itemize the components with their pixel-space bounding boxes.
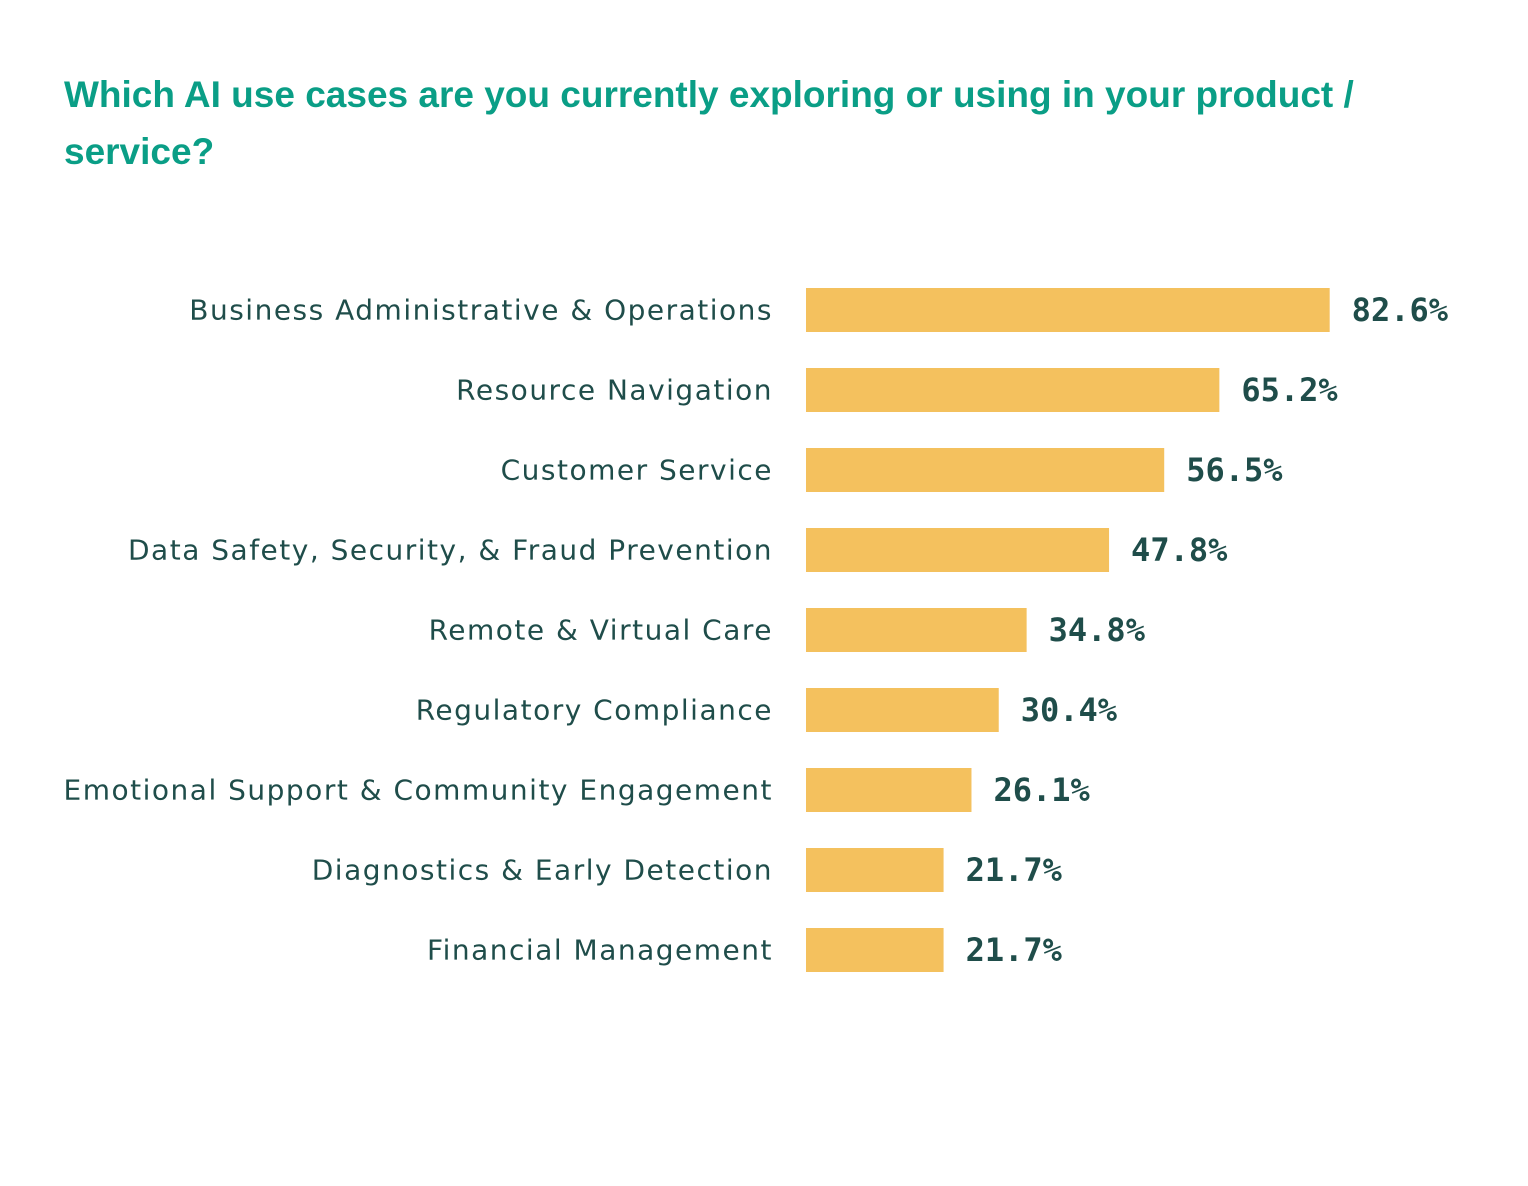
bar	[806, 848, 944, 892]
value-label: 34.8%	[1049, 611, 1146, 649]
category-label: Resource Navigation	[456, 374, 773, 407]
value-label: 56.5%	[1186, 451, 1283, 489]
bar-row: Customer Service 56.5%	[501, 448, 1283, 492]
bar	[806, 928, 944, 972]
value-label: 65.2%	[1241, 371, 1338, 409]
value-label: 47.8%	[1131, 531, 1228, 569]
bar-row: Business Administrative & Operations 82.6…	[189, 288, 1449, 332]
bar-row: Regulatory Compliance 30.4%	[416, 688, 1118, 732]
bar-row: Emotional Support & Community Engagement…	[64, 768, 1091, 812]
bar-row: Remote & Virtual Care 34.8%	[429, 608, 1146, 652]
bar	[806, 368, 1220, 412]
value-label: 82.6%	[1352, 291, 1449, 329]
bar-row: Diagnostics & Early Detection 21.7%	[312, 848, 1063, 892]
bar	[806, 528, 1110, 572]
category-label: Diagnostics & Early Detection	[312, 854, 773, 887]
category-label: Remote & Virtual Care	[429, 614, 773, 647]
bar	[806, 288, 1330, 332]
value-label: 30.4%	[1021, 691, 1118, 729]
bar	[806, 448, 1165, 492]
bar-row: Financial Management 21.7%	[427, 928, 1063, 972]
chart-title: Which AI use cases are you currently exp…	[64, 74, 1354, 172]
bar-row: Data Safety, Security, & Fraud Preventio…	[128, 528, 1228, 572]
category-label: Regulatory Compliance	[416, 694, 773, 727]
bar-row: Resource Navigation 65.2%	[456, 368, 1338, 412]
category-label: Financial Management	[427, 934, 773, 967]
value-label: 21.7%	[966, 851, 1063, 889]
bar	[806, 688, 999, 732]
value-label: 26.1%	[993, 771, 1090, 809]
category-label: Customer Service	[501, 454, 773, 487]
value-label: 21.7%	[966, 931, 1063, 969]
category-label: Business Administrative & Operations	[189, 294, 773, 327]
bar	[806, 608, 1027, 652]
category-label: Data Safety, Security, & Fraud Preventio…	[128, 534, 773, 567]
category-label: Emotional Support & Community Engagement	[64, 774, 773, 807]
bar	[806, 768, 972, 812]
